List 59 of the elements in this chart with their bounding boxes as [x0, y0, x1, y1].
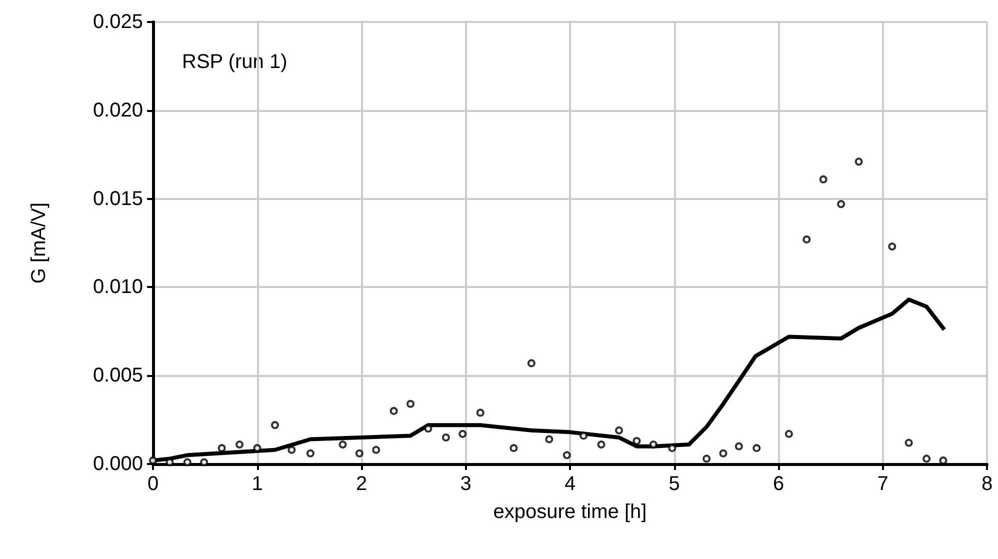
x-axis-title: exposure time [h] [493, 501, 647, 523]
y-tick-label: 0.010 [92, 276, 143, 298]
point [166, 458, 174, 466]
point [702, 454, 711, 463]
point [183, 458, 192, 466]
point [458, 430, 467, 438]
point [253, 444, 262, 452]
point [888, 242, 896, 251]
point [562, 451, 571, 460]
x-tick-label: 8 [981, 473, 993, 495]
y-tick-label: 0.005 [92, 364, 143, 387]
point [802, 235, 811, 244]
annotation: RSP (run 1) [182, 51, 288, 73]
point [545, 435, 554, 444]
point [837, 200, 846, 208]
point [632, 437, 641, 446]
point [218, 444, 226, 452]
x-tick-label: 6 [772, 473, 784, 495]
y-tick-label: 0.025 [92, 11, 143, 33]
point [288, 446, 296, 454]
point [668, 444, 676, 452]
y-tick-label: 0.020 [92, 99, 143, 122]
point [236, 440, 244, 449]
x-tick-label: 3 [460, 473, 472, 495]
point [784, 430, 793, 438]
point [527, 359, 536, 368]
point [922, 454, 931, 463]
point [752, 444, 761, 452]
x-tick-label: 2 [356, 473, 368, 495]
x-tick-label: 5 [668, 473, 680, 495]
x-tick-label: 0 [147, 473, 159, 495]
x-tick-label: 7 [877, 473, 888, 495]
point [580, 432, 588, 440]
point [649, 440, 658, 449]
point [442, 433, 450, 442]
point [819, 175, 828, 184]
point [734, 442, 743, 450]
point [476, 408, 484, 417]
point [338, 440, 347, 449]
point [510, 444, 518, 452]
point [904, 438, 913, 447]
point [939, 456, 948, 464]
point [270, 421, 279, 430]
y-tick-label: 0.000 [92, 453, 143, 475]
x-tick-label: 1 [252, 473, 263, 495]
point [719, 449, 728, 458]
point [424, 424, 432, 433]
point [597, 440, 606, 449]
point [854, 158, 863, 166]
y-tick-label: 0.015 [92, 188, 143, 210]
point [406, 400, 414, 408]
point [390, 406, 398, 415]
point [200, 458, 208, 466]
y-axis-title: G [mA/V] [28, 202, 50, 284]
point [372, 446, 380, 454]
point [615, 426, 623, 434]
point [306, 449, 314, 458]
x-tick-label: 4 [564, 473, 576, 495]
point [355, 449, 364, 458]
